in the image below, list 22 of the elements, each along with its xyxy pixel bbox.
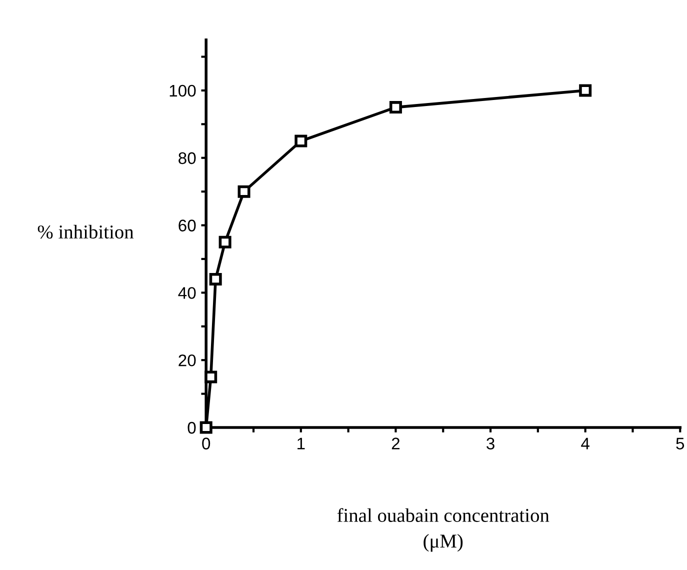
y-tick-label: 0 (188, 422, 196, 434)
point (204, 370, 218, 384)
x-tick-label: 2 (392, 438, 400, 450)
point (579, 84, 592, 97)
point (238, 185, 250, 198)
y-tick-label: 40 (178, 287, 196, 299)
x-tick-label: 1 (298, 438, 305, 450)
x-tick-label: 4 (581, 438, 590, 450)
y-axis-title: % inhibition (38, 224, 134, 239)
y-tick-label: 60 (178, 220, 196, 232)
point (209, 272, 222, 286)
x-tick-label: 3 (486, 438, 494, 450)
y-tick-label: 20 (178, 354, 196, 366)
point (218, 236, 232, 248)
y-tick-label: 100 (170, 84, 196, 97)
x-tick-label: 5 (676, 438, 684, 450)
point (200, 421, 212, 434)
point (389, 101, 402, 114)
y-tick-label: 80 (178, 152, 196, 164)
x-axis-title: final ouabain concentration (μM) (337, 508, 550, 552)
point (294, 134, 308, 148)
x-tick-label: 0 (202, 438, 210, 450)
